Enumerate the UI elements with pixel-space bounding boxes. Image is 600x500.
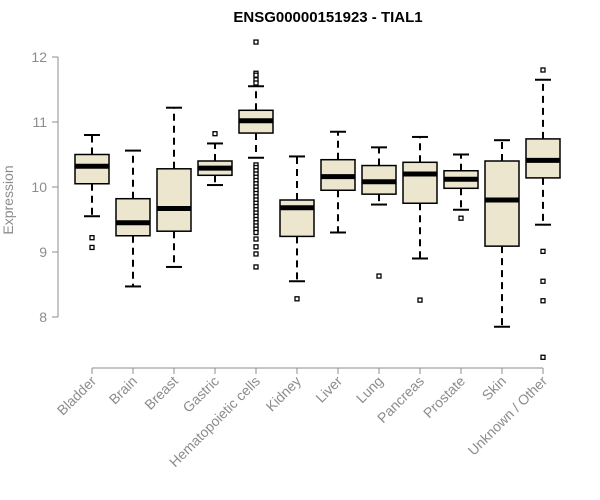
box-iqr xyxy=(74,153,110,185)
box-pancreas xyxy=(402,135,438,303)
outlier-point xyxy=(540,298,546,304)
outlier-point xyxy=(540,278,546,284)
box-iqr xyxy=(156,168,192,232)
outlier-point xyxy=(540,67,546,73)
outlier-point xyxy=(253,39,259,45)
box-gastric xyxy=(197,131,233,187)
outlier-point xyxy=(458,215,464,221)
box-iqr xyxy=(484,160,520,247)
outlier-point xyxy=(417,297,423,303)
outlier-point xyxy=(212,131,218,137)
outlier-point xyxy=(540,248,546,255)
outlier-point xyxy=(294,296,300,302)
x-tick-label: Bladder xyxy=(54,373,100,419)
box-bladder xyxy=(74,134,110,251)
outlier-point xyxy=(253,80,259,86)
y-tick-label: 10 xyxy=(31,179,47,195)
x-tick-label: Breast xyxy=(141,373,181,413)
box-brain xyxy=(115,149,151,288)
x-tick-label: Kidney xyxy=(263,373,305,415)
x-tick-label: Skin xyxy=(479,373,510,404)
box-iqr xyxy=(115,197,151,237)
y-tick-label: 9 xyxy=(39,244,47,260)
outlier-point xyxy=(253,264,259,270)
x-tick-label: Liver xyxy=(312,373,345,406)
outlier-point xyxy=(540,354,546,360)
outlier-point xyxy=(253,244,259,250)
x-tick-label: Prostate xyxy=(420,373,468,421)
outlier-point xyxy=(253,229,259,236)
y-tick-label: 11 xyxy=(32,114,47,130)
box-kidney xyxy=(279,155,315,302)
y-axis-label: Expression xyxy=(0,165,16,234)
chart-title: ENSG00000151923 - TIAL1 xyxy=(233,9,422,26)
axes: 8 9 10 11 12 xyxy=(31,49,543,369)
outlier-point xyxy=(253,251,259,257)
outlier-point xyxy=(253,236,259,242)
x-tick-label: Brain xyxy=(106,373,140,407)
x-tick-label: Lung xyxy=(353,373,386,406)
outlier-point xyxy=(253,72,259,78)
box-prostate xyxy=(443,153,479,221)
y-tick-label: 12 xyxy=(31,49,47,65)
box-liver xyxy=(320,130,356,234)
box-unknown-other xyxy=(525,67,561,360)
outlier-point xyxy=(89,244,95,251)
box-iqr xyxy=(402,161,438,205)
y-tick-label: 8 xyxy=(39,309,47,325)
box-lung xyxy=(361,146,397,279)
box-hematopoietic-cells xyxy=(238,39,274,270)
boxes-group xyxy=(74,39,561,360)
box-skin xyxy=(484,139,520,328)
box-breast xyxy=(156,106,192,268)
outlier-point xyxy=(376,273,382,279)
outlier-point xyxy=(89,235,95,241)
